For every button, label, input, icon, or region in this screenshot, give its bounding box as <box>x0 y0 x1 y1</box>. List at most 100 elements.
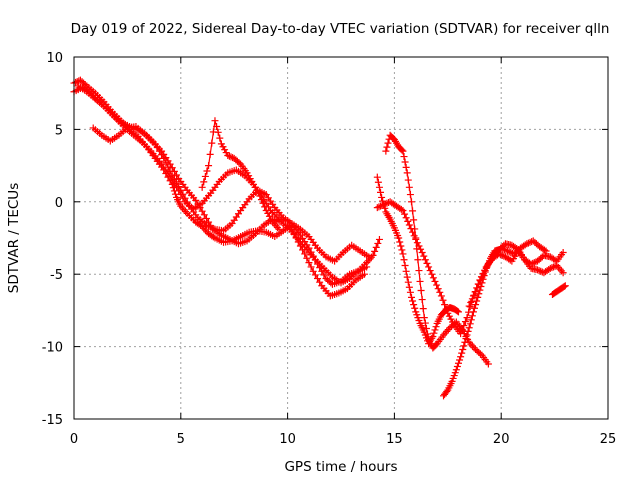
data-point <box>528 238 536 246</box>
data-point <box>506 256 514 264</box>
data-point <box>399 250 407 258</box>
data-point <box>227 153 235 161</box>
data-point <box>409 207 417 215</box>
data-point <box>261 203 269 211</box>
data-point <box>461 338 469 346</box>
data-point <box>404 217 412 225</box>
data-point <box>425 263 433 271</box>
data-point <box>420 252 428 260</box>
data-point <box>471 304 478 312</box>
data-point <box>380 201 388 209</box>
data-point <box>464 327 472 335</box>
data-point <box>432 323 440 331</box>
data-point <box>403 273 411 281</box>
data-point <box>256 192 264 200</box>
series-arc-5 <box>198 117 283 233</box>
axis-ticks: 0 5 10 15 20 25 -15 -10 -5 0 5 10 <box>42 51 617 447</box>
data-point <box>175 183 183 191</box>
data-point <box>422 325 430 332</box>
data-point <box>437 292 445 300</box>
data-point <box>461 318 469 326</box>
data-point <box>409 228 417 236</box>
data-point <box>404 176 412 184</box>
data-point <box>383 143 391 151</box>
data-point <box>480 270 488 278</box>
data-point <box>196 204 204 212</box>
data-point <box>381 200 389 208</box>
data-point <box>406 191 414 199</box>
data-point <box>407 293 415 301</box>
data-point <box>202 214 210 222</box>
data-point <box>401 262 409 270</box>
data-point <box>399 147 407 155</box>
data-point <box>458 326 466 334</box>
data-point <box>378 193 386 201</box>
data-point <box>548 264 556 272</box>
data-point <box>460 322 468 330</box>
data-point <box>200 211 208 219</box>
data-point <box>418 296 426 304</box>
data-point <box>398 146 406 154</box>
x-tick-label: 20 <box>493 432 510 447</box>
data-point <box>452 366 460 374</box>
data-point <box>535 267 543 275</box>
data-point <box>375 183 383 191</box>
data-point <box>441 301 449 309</box>
data-point <box>423 259 431 267</box>
data-point <box>201 172 209 180</box>
data-point <box>410 232 418 240</box>
data-point <box>375 235 383 243</box>
data-point <box>540 246 548 254</box>
data-point <box>198 183 206 191</box>
data-point <box>473 284 481 292</box>
data-point <box>415 242 423 250</box>
data-point <box>472 288 480 296</box>
data-point <box>374 239 382 247</box>
data-point <box>410 301 418 309</box>
data-point <box>476 350 484 358</box>
data-point <box>181 194 189 202</box>
data-point <box>473 297 481 305</box>
data-point <box>396 238 404 246</box>
series-arc-10 <box>465 237 550 310</box>
data-point <box>551 262 559 270</box>
data-point <box>468 295 476 303</box>
data-point <box>365 253 373 261</box>
data-point <box>463 331 471 339</box>
data-point <box>314 275 322 283</box>
data-point <box>398 246 406 254</box>
data-point <box>307 263 315 271</box>
data-point <box>412 235 420 243</box>
data-point <box>160 154 168 162</box>
data-point <box>183 198 191 206</box>
data-point <box>194 200 202 208</box>
data-point <box>484 360 492 368</box>
data-point <box>463 314 471 322</box>
data-point <box>475 280 483 288</box>
data-point <box>460 342 468 350</box>
data-point <box>499 245 507 253</box>
y-tick-label: -15 <box>42 413 63 428</box>
data-point <box>209 233 217 241</box>
data-point <box>257 196 265 204</box>
data-point <box>377 202 385 210</box>
data-point <box>373 173 381 181</box>
x-tick-label: 5 <box>177 432 185 447</box>
data-point <box>472 301 480 309</box>
data-point <box>200 178 208 186</box>
data-point <box>316 278 324 286</box>
series-arc-1 <box>70 76 383 288</box>
data-point <box>481 267 489 275</box>
data-point <box>417 286 425 294</box>
data-point <box>205 162 213 170</box>
data-point <box>504 247 512 255</box>
data-point <box>415 267 423 275</box>
data-point <box>305 259 313 267</box>
data-point <box>192 196 200 204</box>
data-point <box>179 190 187 198</box>
data-point <box>275 225 283 233</box>
data-point <box>216 134 224 142</box>
data-point <box>395 234 403 242</box>
data-point <box>397 205 405 213</box>
data-point <box>469 308 477 316</box>
